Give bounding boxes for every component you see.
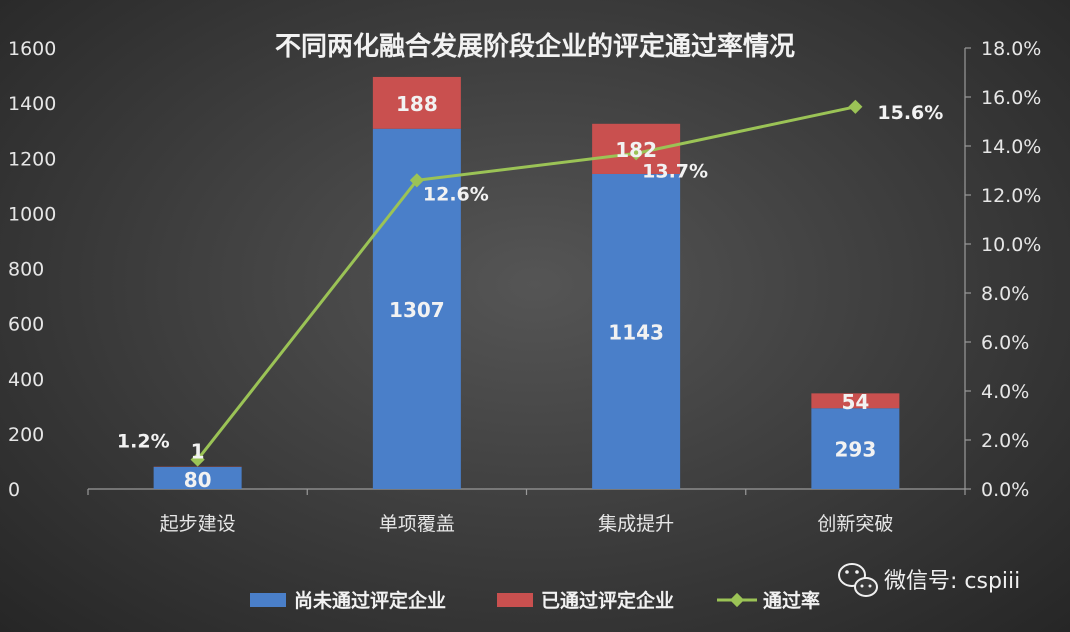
left-tick-label: 200 xyxy=(8,424,44,446)
rate-label: 1.2% xyxy=(117,431,170,453)
right-tick-label: 18.0% xyxy=(981,38,1041,60)
bar-passed xyxy=(372,76,461,129)
rate-marker xyxy=(409,173,424,188)
left-tick-label: 1200 xyxy=(8,148,56,170)
right-tick-label: 2.0% xyxy=(981,430,1029,452)
category-label: 集成提升 xyxy=(598,513,674,535)
right-tick-label: 16.0% xyxy=(981,87,1041,109)
right-tick-label: 6.0% xyxy=(981,332,1029,354)
bar-passed xyxy=(811,393,900,409)
bar-not-passed xyxy=(811,408,900,489)
wechat-icon xyxy=(838,563,878,597)
legend-swatch-not-passed xyxy=(250,593,286,607)
data-labels: 80 1 1307 188 1143 182 293 54 1.2% 12.6% 13.7% 15.6… xyxy=(117,92,943,492)
watermark-text: 微信号: cspiii xyxy=(884,569,1020,594)
rate-label: 15.6% xyxy=(877,102,943,124)
left-tick-label: 1000 xyxy=(8,203,56,225)
bar-not-passed-label: 80 xyxy=(184,468,212,492)
bar-not-passed xyxy=(592,173,681,489)
right-tick-label: 12.0% xyxy=(981,185,1041,207)
bar-not-passed-label: 1143 xyxy=(608,320,664,344)
left-tick-label: 0 xyxy=(8,479,20,501)
left-tick-label: 400 xyxy=(8,369,44,391)
category-label: 起步建设 xyxy=(160,513,236,535)
category-label: 单项覆盖 xyxy=(379,513,455,535)
rate-line xyxy=(190,99,863,467)
rate-marker xyxy=(190,452,205,467)
rate-marker xyxy=(629,146,644,161)
left-tick-label: 800 xyxy=(8,259,44,281)
bar-not-passed-label: 1307 xyxy=(389,298,445,322)
left-tick-label: 1400 xyxy=(8,93,56,115)
left-tick-label: 600 xyxy=(8,314,44,336)
category-label: 创新突破 xyxy=(817,513,893,535)
legend: 尚未通过评定企业 已通过评定企业 通过率 xyxy=(250,589,820,612)
legend-marker-rate xyxy=(729,592,745,608)
rate-label: 13.7% xyxy=(642,160,708,182)
bar-passed-label: 188 xyxy=(396,92,438,116)
legend-label-not-passed: 尚未通过评定企业 xyxy=(294,589,446,612)
right-tick-label: 8.0% xyxy=(981,283,1029,305)
axes: 0 200 400 600 800 1000 1200 1400 1600 0.0% 2.0% 4.0… xyxy=(8,38,1041,535)
bar-not-passed xyxy=(153,466,242,489)
bar-passed-label: 54 xyxy=(841,390,869,414)
bar-passed-label: 1 xyxy=(191,440,205,464)
rate-marker xyxy=(848,99,863,114)
bar-not-passed-label: 293 xyxy=(835,438,877,462)
bars xyxy=(153,76,900,489)
right-tick-label: 14.0% xyxy=(981,136,1041,158)
watermark: 微信号: cspiii xyxy=(838,563,1020,597)
chart-title: 不同两化融合发展阶段企业的评定通过率情况 xyxy=(275,31,795,62)
rate-polyline xyxy=(196,105,856,461)
legend-swatch-passed xyxy=(497,593,533,607)
bar-not-passed xyxy=(372,128,461,489)
rate-label: 12.6% xyxy=(423,183,489,205)
bar-passed-label: 182 xyxy=(615,138,657,162)
legend-label-passed: 已通过评定企业 xyxy=(541,589,674,612)
right-tick-label: 4.0% xyxy=(981,381,1029,403)
left-tick-label: 1600 xyxy=(8,38,56,60)
right-tick-label: 10.0% xyxy=(981,234,1041,256)
legend-label-rate: 通过率 xyxy=(763,589,820,612)
right-tick-label: 0.0% xyxy=(981,479,1029,501)
